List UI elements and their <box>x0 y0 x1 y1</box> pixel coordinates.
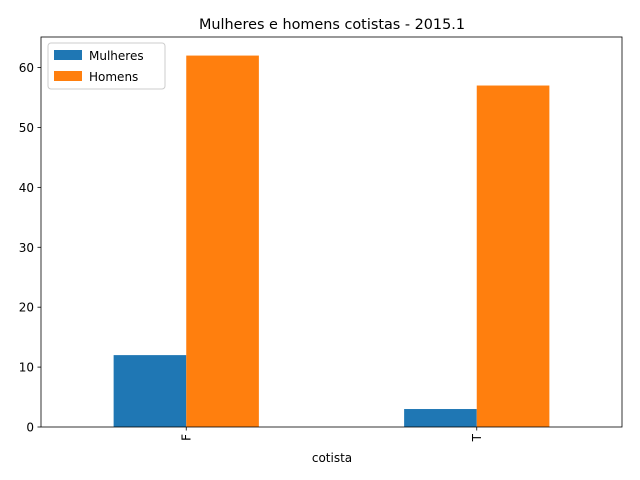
legend-label-mulheres: Mulheres <box>89 49 144 63</box>
bars-group <box>113 55 550 428</box>
legend-swatch-homens <box>54 71 82 81</box>
bar-mulheres-f <box>113 355 187 427</box>
y-axis: 0 10 20 30 40 50 60 <box>19 61 41 435</box>
y-tick-label: 60 <box>19 61 34 75</box>
x-tick-label: T <box>470 433 484 442</box>
y-tick-label: 10 <box>19 361 34 375</box>
legend-label-homens: Homens <box>89 70 138 84</box>
bar-homens-f <box>186 55 259 427</box>
legend-swatch-mulheres <box>54 50 82 60</box>
y-tick-label: 40 <box>19 181 34 195</box>
y-tick-label: 0 <box>26 421 34 435</box>
bar-mulheres-t <box>404 409 477 427</box>
y-tick-label: 20 <box>19 301 34 315</box>
legend: Mulheres Homens <box>47 42 166 90</box>
x-axis-label: cotista <box>312 451 352 465</box>
chart-title: Mulheres e homens cotistas - 2015.1 <box>199 17 465 33</box>
plot-frame <box>40 36 623 428</box>
y-tick-label: 30 <box>19 241 34 255</box>
x-tick-label: F <box>179 434 193 441</box>
bar-homens-t <box>476 85 550 428</box>
y-tick-label: 50 <box>19 121 34 135</box>
